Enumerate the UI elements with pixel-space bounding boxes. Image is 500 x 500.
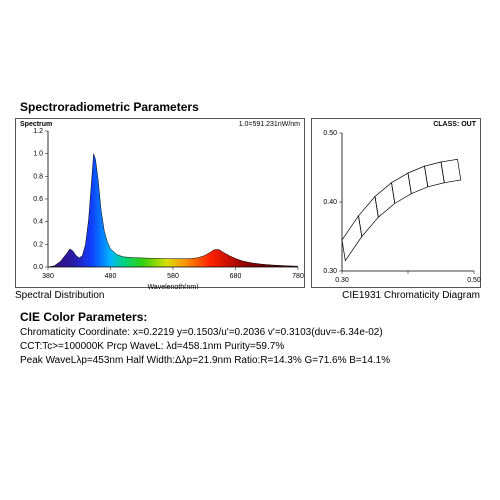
spectrum-annotation: 1.0=591.231nW/nm bbox=[239, 121, 300, 128]
cie-class-label: CLASS: OUT bbox=[433, 121, 476, 128]
cie-caption: CIE1931 Chromaticity Diagram bbox=[342, 290, 480, 301]
report-canvas: Spectroradiometric Parameters Spectrum 1… bbox=[0, 0, 500, 500]
chart-panels: Spectrum 1.0=591.231nW/nm 0.00.20.40.60.… bbox=[15, 118, 485, 288]
svg-text:1.2: 1.2 bbox=[33, 128, 43, 135]
svg-text:580: 580 bbox=[167, 273, 179, 280]
cie-chart: 0.30 0.40 0.50 0.30 0.50 bbox=[312, 119, 482, 289]
cie-parameters-block: Chromaticity Coordinate: x=0.2219 y=0.15… bbox=[20, 326, 390, 368]
cie-line-1: Chromaticity Coordinate: x=0.2219 y=0.15… bbox=[20, 326, 390, 340]
spectrum-header: Spectrum bbox=[20, 121, 52, 128]
svg-text:0.6: 0.6 bbox=[33, 196, 43, 203]
cie-line-2: CCT:Tc>=100000K Prcp WaveL: λd=458.1nm P… bbox=[20, 340, 390, 354]
svg-text:480: 480 bbox=[105, 273, 117, 280]
cie-line-3: Peak WaveLλp=453nm Half Width:Δλp=21.9nm… bbox=[20, 354, 390, 368]
cie-panel: CLASS: OUT 0.30 0.40 0.50 0.30 0.50 bbox=[311, 118, 481, 288]
svg-text:0.8: 0.8 bbox=[33, 173, 43, 180]
svg-text:0.2: 0.2 bbox=[33, 241, 43, 248]
spectrum-chart: 0.0 0.2 0.4 0.6 0.8 1.0 1.2 380 480 580 680 780 Wave… bbox=[16, 119, 306, 289]
svg-text:0.0: 0.0 bbox=[33, 264, 43, 271]
svg-text:0.30: 0.30 bbox=[335, 277, 349, 284]
section-title-spectro: Spectroradiometric Parameters bbox=[20, 100, 199, 114]
svg-text:680: 680 bbox=[230, 273, 242, 280]
svg-text:780: 780 bbox=[292, 273, 304, 280]
spectrum-caption: Spectral Distribution bbox=[15, 290, 104, 301]
svg-text:0.30: 0.30 bbox=[323, 268, 337, 275]
svg-text:Wavelength(nm): Wavelength(nm) bbox=[147, 284, 198, 289]
spectrum-panel: Spectrum 1.0=591.231nW/nm 0.00.20.40.60.… bbox=[15, 118, 305, 288]
svg-text:1.0: 1.0 bbox=[33, 151, 43, 158]
svg-text:0.40: 0.40 bbox=[323, 199, 337, 206]
svg-text:380: 380 bbox=[42, 273, 54, 280]
svg-text:0.4: 0.4 bbox=[33, 219, 43, 226]
section-title-cie: CIE Color Parameters: bbox=[20, 310, 147, 324]
svg-text:0.50: 0.50 bbox=[467, 277, 481, 284]
svg-text:0.50: 0.50 bbox=[323, 130, 337, 137]
